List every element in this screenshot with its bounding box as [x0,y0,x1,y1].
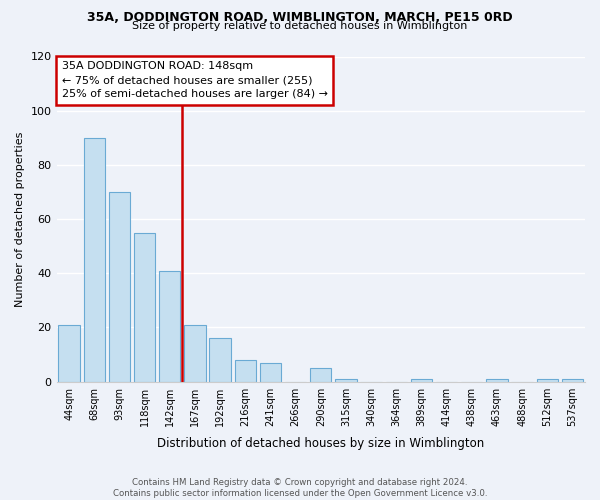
X-axis label: Distribution of detached houses by size in Wimblington: Distribution of detached houses by size … [157,437,484,450]
Bar [159,270,181,382]
Text: 35A DODDINGTON ROAD: 148sqm
← 75% of detached houses are smaller (255)
25% of se: 35A DODDINGTON ROAD: 148sqm ← 75% of det… [62,62,328,100]
Text: Contains HM Land Registry data © Crown copyright and database right 2024.
Contai: Contains HM Land Registry data © Crown c… [113,478,487,498]
Bar [562,379,583,382]
Bar [235,360,256,382]
Bar [411,379,432,382]
Bar [486,379,508,382]
Bar [58,325,80,382]
Bar [260,362,281,382]
Bar [109,192,130,382]
Bar [536,379,558,382]
Y-axis label: Number of detached properties: Number of detached properties [15,132,25,307]
Text: 35A, DODDINGTON ROAD, WIMBLINGTON, MARCH, PE15 0RD: 35A, DODDINGTON ROAD, WIMBLINGTON, MARCH… [87,11,513,24]
Bar [134,232,155,382]
Bar [184,325,206,382]
Bar [209,338,231,382]
Bar [310,368,331,382]
Text: Size of property relative to detached houses in Wimblington: Size of property relative to detached ho… [133,21,467,31]
Bar [83,138,105,382]
Bar [335,379,356,382]
